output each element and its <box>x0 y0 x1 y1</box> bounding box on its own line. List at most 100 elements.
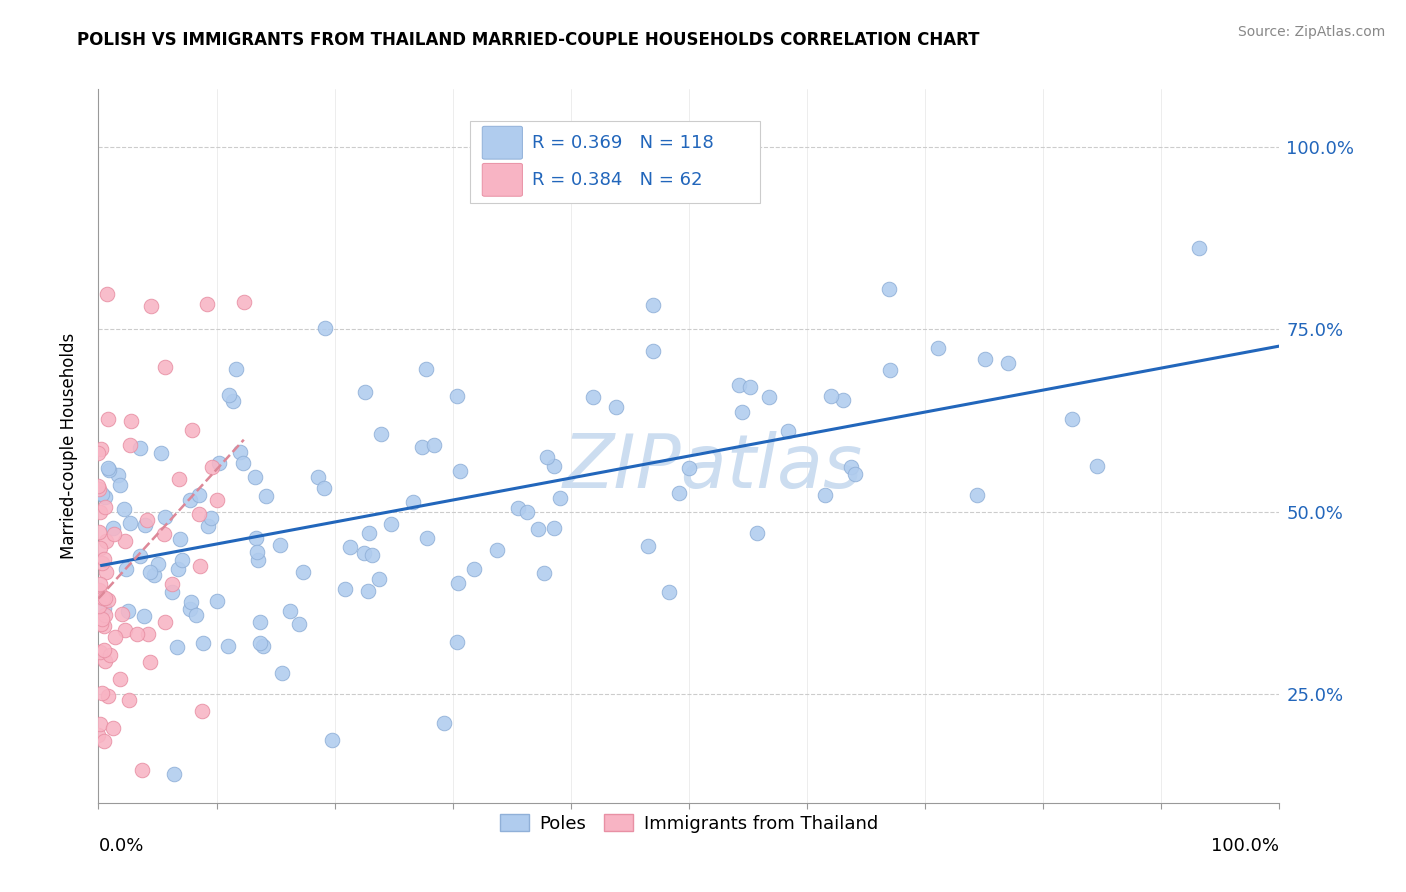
Point <box>543 521 565 535</box>
Point <box>278 604 301 618</box>
Point <box>87 482 110 496</box>
Point <box>141 299 163 313</box>
Point <box>87 479 110 493</box>
Point <box>668 485 690 500</box>
Point <box>217 639 239 653</box>
Point <box>93 643 115 657</box>
Point <box>97 593 120 607</box>
Point <box>249 636 271 650</box>
Point <box>190 705 212 719</box>
Point <box>93 619 115 633</box>
Point <box>128 441 150 455</box>
Point <box>536 450 558 464</box>
Point <box>449 464 471 478</box>
Point <box>136 627 159 641</box>
Point <box>747 526 769 541</box>
FancyBboxPatch shape <box>471 121 759 203</box>
Point <box>143 568 166 582</box>
Point <box>90 442 112 457</box>
Text: 100.0%: 100.0% <box>1212 837 1279 855</box>
Point <box>97 412 120 426</box>
Point <box>131 764 153 778</box>
Point <box>146 557 169 571</box>
Point <box>136 513 159 527</box>
Point <box>120 414 142 428</box>
Point <box>89 577 111 591</box>
Point <box>997 356 1019 370</box>
Point <box>415 531 437 545</box>
Point <box>380 516 402 531</box>
Point <box>172 552 194 566</box>
Point <box>201 459 224 474</box>
Point <box>839 459 862 474</box>
Point <box>269 538 291 552</box>
Point <box>169 472 191 486</box>
Point <box>91 612 114 626</box>
Point <box>155 615 177 630</box>
Text: ZIPatlas: ZIPatlas <box>562 432 863 503</box>
Point <box>271 666 294 681</box>
Point <box>94 490 117 504</box>
Point <box>543 459 565 474</box>
Point <box>153 360 176 375</box>
Point <box>118 438 141 452</box>
Point <box>423 438 446 452</box>
Point <box>89 505 111 519</box>
Point <box>96 287 118 301</box>
Point <box>433 716 456 731</box>
Point <box>927 341 949 355</box>
Point <box>89 645 111 659</box>
Point <box>314 320 336 334</box>
Point <box>98 463 121 477</box>
Point <box>307 469 329 483</box>
Point <box>335 582 357 597</box>
Point <box>879 363 901 377</box>
Point <box>758 390 780 404</box>
Point <box>188 488 211 502</box>
Point <box>966 488 988 502</box>
Point <box>107 468 129 483</box>
Point <box>582 390 605 404</box>
Point <box>112 502 135 516</box>
Point <box>973 351 995 366</box>
Point <box>222 393 245 408</box>
Point <box>357 584 380 599</box>
Point <box>179 493 201 508</box>
Point <box>415 362 437 376</box>
Point <box>205 594 228 608</box>
Y-axis label: Married-couple Households: Married-couple Households <box>59 333 77 559</box>
Point <box>132 609 155 624</box>
Point <box>245 531 267 545</box>
Point <box>117 604 139 618</box>
Point <box>246 553 269 567</box>
Point <box>288 617 311 632</box>
Point <box>104 630 127 644</box>
Point <box>87 446 110 460</box>
Point <box>486 542 509 557</box>
Point <box>93 552 115 566</box>
Point <box>94 608 117 623</box>
Point <box>232 295 254 310</box>
Point <box>91 556 114 570</box>
Point <box>361 548 384 562</box>
Point <box>249 615 271 629</box>
Point <box>641 298 664 312</box>
Point <box>169 532 191 546</box>
Point <box>184 608 207 623</box>
Point <box>446 634 468 648</box>
Point <box>87 599 110 613</box>
Point <box>134 517 156 532</box>
Point <box>114 623 136 637</box>
Point <box>368 572 391 586</box>
Point <box>225 361 247 376</box>
Point <box>339 540 361 554</box>
Point <box>162 576 184 591</box>
Point <box>254 489 277 503</box>
Point <box>197 518 219 533</box>
Text: R = 0.384   N = 62: R = 0.384 N = 62 <box>531 171 703 189</box>
Point <box>96 565 118 579</box>
Point <box>97 460 120 475</box>
Point <box>179 602 201 616</box>
Point <box>93 733 115 747</box>
Point <box>370 426 392 441</box>
